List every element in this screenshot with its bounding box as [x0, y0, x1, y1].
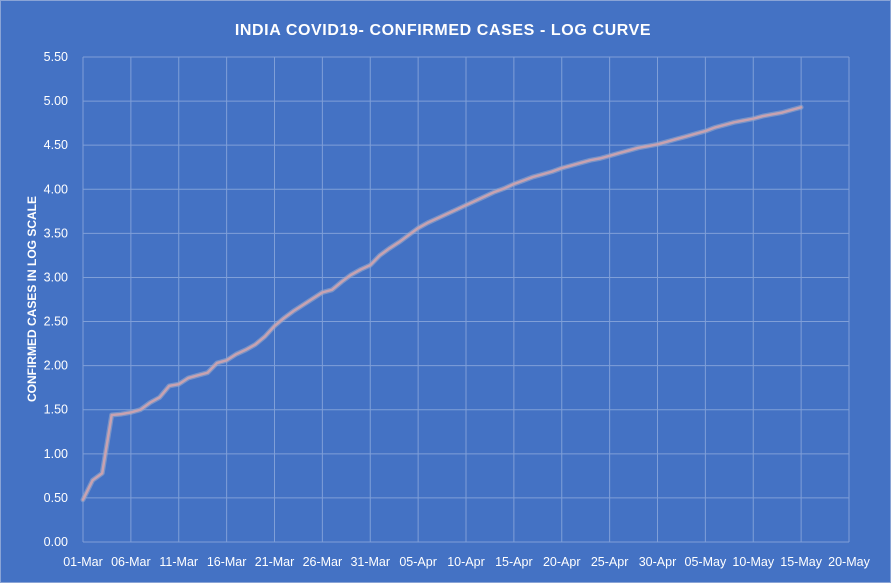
series-line-glow: [80, 104, 804, 503]
y-tick-label: 1.50: [44, 403, 68, 417]
x-tick-label: 30-Apr: [639, 555, 677, 569]
x-tick-label: 11-Mar: [159, 555, 198, 569]
y-tick-label: 3.00: [44, 270, 68, 284]
x-tick-label: 01-Mar: [63, 555, 103, 569]
y-tick-label: 2.50: [44, 315, 68, 329]
x-tick-label: 15-May: [780, 555, 822, 569]
x-tick-label: 05-May: [685, 555, 727, 569]
x-tick-label: 20-Apr: [543, 555, 581, 569]
x-tick-label: 10-Apr: [447, 555, 485, 569]
y-tick-label: 0.00: [44, 535, 68, 549]
series-layer: [80, 104, 804, 503]
y-tick-label: 5.50: [44, 50, 68, 64]
y-tick-label: 5.00: [44, 94, 68, 108]
y-tick-label: 3.50: [44, 226, 68, 240]
x-tick-label: 05-Apr: [399, 555, 437, 569]
x-tick-label: 16-Mar: [207, 555, 247, 569]
x-tick-label: 20-May: [828, 555, 870, 569]
chart-title: INDIA COVID19- CONFIRMED CASES - LOG CUR…: [235, 22, 651, 39]
x-tick-label: 06-Mar: [111, 555, 151, 569]
y-axis-tick-labels: 0.00 0.50 1.00 1.50 2.00 2.50 3.00 3.50 4.00 4.50…: [44, 50, 68, 549]
y-tick-label: 1.00: [44, 447, 68, 461]
y-tick-label: 0.50: [44, 491, 68, 505]
x-tick-label: 10-May: [732, 555, 774, 569]
y-tick-label: 4.00: [44, 182, 68, 196]
y-tick-label: 4.50: [44, 138, 68, 152]
x-tick-label: 25-Apr: [591, 555, 629, 569]
gridlines: [82, 56, 850, 543]
series-line: [81, 106, 803, 501]
y-axis-label: CONFIRMED CASES IN LOG SCALE: [25, 196, 39, 402]
x-tick-label: 21-Mar: [255, 555, 295, 569]
y-tick-label: 2.00: [44, 359, 68, 373]
x-tick-label: 15-Apr: [495, 555, 533, 569]
x-tick-label: 31-Mar: [350, 555, 390, 569]
x-tick-label: 26-Mar: [303, 555, 343, 569]
x-axis-tick-labels: 01-Mar 06-Mar 11-Mar 16-Mar 21-Mar 26-Mar 31-M…: [63, 555, 870, 569]
